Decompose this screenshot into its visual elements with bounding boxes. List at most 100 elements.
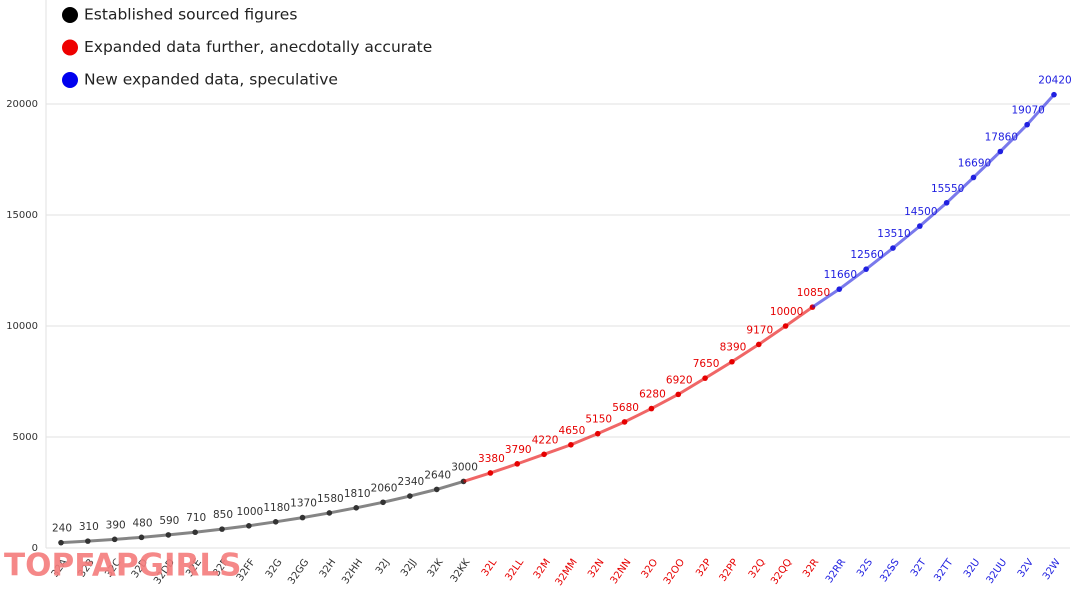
data-label: 6920 [666,374,693,386]
point [111,536,118,543]
data-label: 8390 [720,342,747,354]
data-label: 590 [159,515,179,527]
x-tick-label: 32N [586,557,607,580]
data-label: 1580 [317,493,344,505]
legend-marker [62,7,78,23]
joining-segment [811,287,841,309]
legend-label: New expanded data, speculative [84,71,338,89]
point [58,539,64,546]
point [997,148,1004,155]
data-label: 15550 [931,183,964,195]
joining-segment [463,471,491,483]
point [836,286,843,292]
legend-marker [62,39,78,56]
data-label: 12560 [850,249,883,261]
data-label: 2060 [371,482,398,494]
watermark: TOPFAPGIRLS [4,548,241,584]
point [380,499,386,506]
data-label: 310 [79,521,99,533]
x-tick-label: 32H [318,557,339,580]
point [138,534,145,541]
data-label: 7650 [693,358,720,370]
data-label: 240 [52,523,72,535]
point [594,430,601,437]
x-tick-label: 32K [426,557,446,579]
data-label: 3790 [505,444,532,456]
point [272,519,279,525]
data-label: 16690 [958,157,991,169]
data-label: 17860 [985,132,1018,144]
x-tick-label: 32G [264,557,285,580]
x-tick-label: 32QQ [769,557,794,587]
point [863,266,869,272]
data-label: 20420 [1038,75,1071,87]
y-tick-label: 15000 [6,210,38,221]
point [246,523,252,529]
x-tick-label: 32S [855,557,875,579]
x-tick-label: 32LL [503,557,526,583]
x-tick-label: 32KK [449,557,473,585]
point [943,199,950,206]
x-tick-label: 32GG [286,557,311,586]
data-label: 10000 [770,306,803,318]
data-label: 5680 [612,402,639,414]
point [326,510,333,516]
point [85,538,91,544]
data-label: 14500 [904,206,937,218]
point [917,223,923,229]
x-tick-label: 32V [1016,557,1036,579]
x-tick-label: 32OO [662,557,687,587]
data-label: 480 [132,517,152,529]
x-tick-label: 32M [532,557,553,581]
data-label: 2640 [424,469,451,481]
point [487,470,494,476]
data-label: 850 [213,509,233,521]
x-tick-label: 32HH [340,557,365,586]
series-line [60,479,464,545]
point [1024,121,1030,128]
point [541,451,547,458]
point [782,323,789,329]
point [192,529,198,536]
x-tick-label: 32MM [554,557,580,588]
x-tick-label: 32Q [747,557,768,580]
point [514,461,521,467]
point [568,441,574,448]
x-tick-label: 32J [374,557,392,576]
point [407,493,413,499]
data-label: 3380 [478,453,505,465]
data-label: 1180 [263,502,290,514]
x-tick-label: 32NN [609,557,634,586]
point [165,532,172,538]
x-tick-label: 32RR [824,557,848,585]
data-label: 390 [106,519,126,531]
data-label: 6280 [639,389,666,401]
x-tick-label: 32SS [878,557,902,584]
x-tick-label: 32JJ [399,557,419,579]
legend-marker [62,72,78,88]
data-label: 1810 [344,488,371,500]
point [353,505,360,511]
point [621,419,628,425]
y-tick-label: 10000 [6,321,38,332]
data-label: 13510 [877,228,910,240]
x-tick-label: 32T [909,556,929,578]
legend-label: Expanded data further, anecdotally accur… [84,38,432,56]
point [729,358,735,365]
data-label: 2340 [398,476,425,488]
x-tick-label: 32O [640,557,661,580]
y-tick-label: 5000 [13,432,38,443]
point [648,405,655,412]
x-tick-label: 32R [801,557,821,579]
y-tick-label: 0 [32,543,38,554]
data-label: 4650 [559,425,586,437]
data-label: 3000 [451,461,478,473]
data-label: 19070 [1011,105,1044,117]
x-tick-label: 32L [480,557,500,579]
point [890,245,896,251]
point [299,514,306,521]
data-label: 710 [186,512,206,524]
point [1051,91,1057,98]
data-label: 10850 [797,287,830,299]
data-label: 4220 [532,434,559,446]
